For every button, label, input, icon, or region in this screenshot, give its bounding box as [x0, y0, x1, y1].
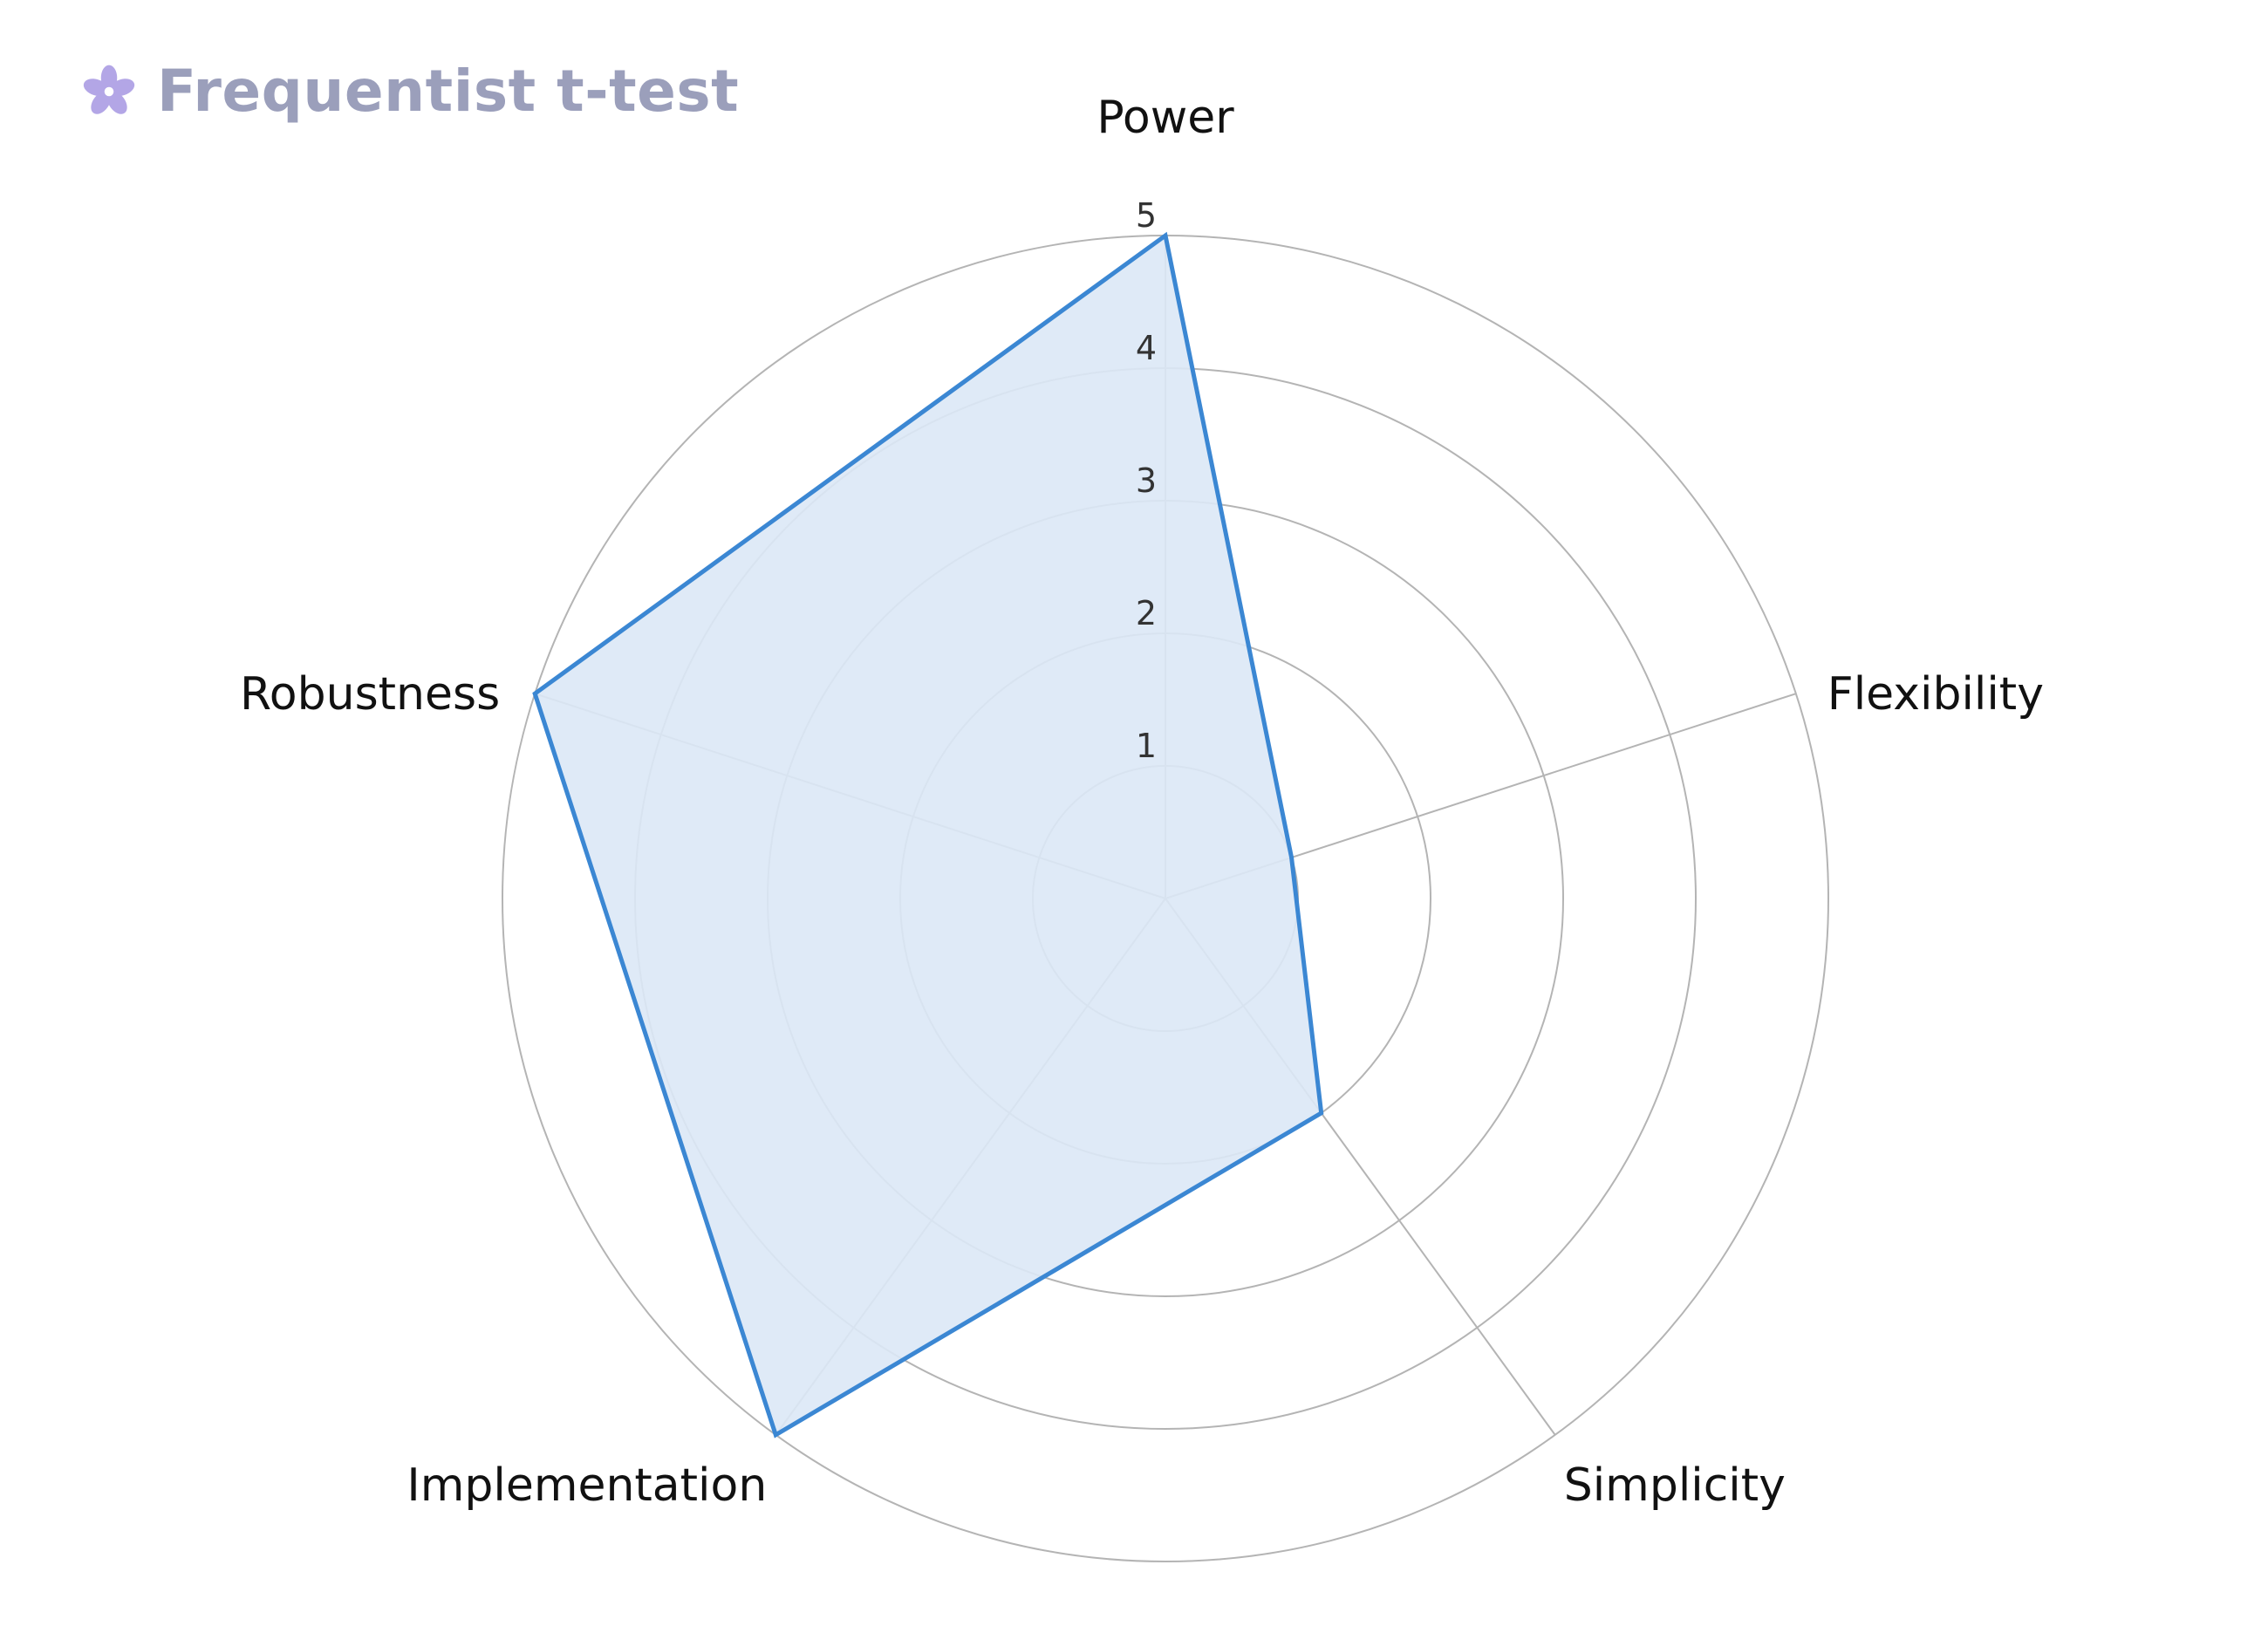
flower-icon [83, 65, 135, 114]
axis-label-flexibility: Flexibility [1827, 668, 2044, 721]
axis-label-simplicity: Simplicity [1564, 1459, 1786, 1512]
axis-label-power: Power [1096, 92, 1234, 144]
axis-label-robustness: Robustness [240, 668, 500, 721]
tick-label-5: 5 [1136, 196, 1157, 235]
tick-label-4: 4 [1136, 329, 1157, 367]
series-area [532, 231, 1324, 1438]
tick-label-1: 1 [1136, 727, 1157, 765]
chart-title: Frequentist t-test [157, 58, 740, 125]
radar-axis-labels: Power Flexibility Simplicity Implementation… [240, 92, 2044, 1512]
axis-label-implementation: Implementation [406, 1459, 767, 1512]
tick-label-3: 3 [1136, 461, 1157, 500]
tick-label-2: 2 [1136, 594, 1157, 632]
radar-series [532, 231, 1324, 1438]
chart-header: Frequentist t-test [80, 63, 739, 120]
radar-ticks: 1 2 3 4 5 [1136, 196, 1157, 765]
